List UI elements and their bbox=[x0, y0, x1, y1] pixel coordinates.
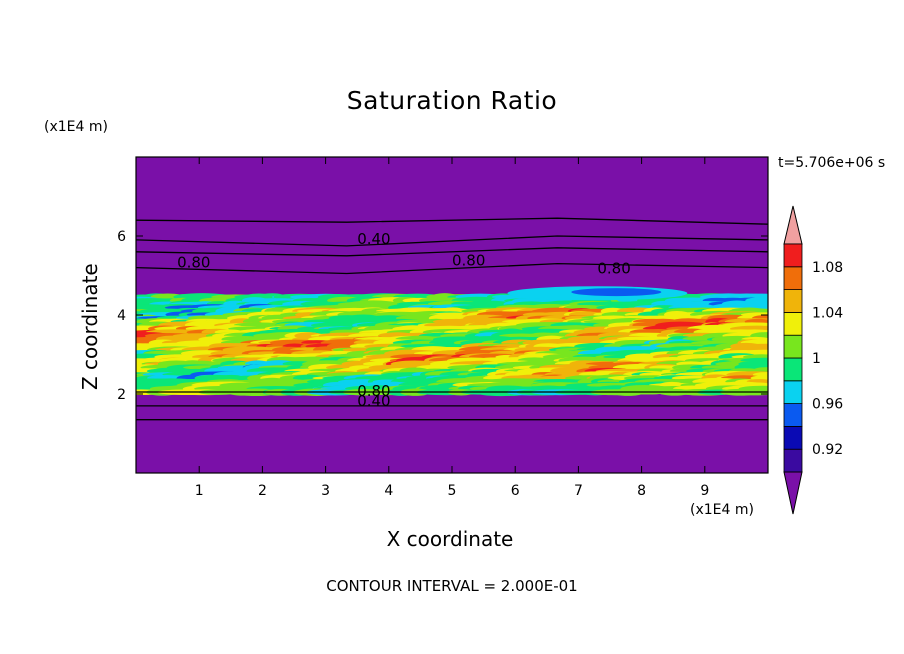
y-tick-label: 2 bbox=[117, 387, 126, 403]
x-unit-label: (x1E4 m) bbox=[690, 502, 754, 518]
colorbar-bin bbox=[783, 243, 803, 268]
colorbar-bin bbox=[783, 425, 803, 450]
colorbar-bin bbox=[783, 448, 803, 473]
x-tick-label: 4 bbox=[384, 483, 393, 499]
x-tick-label: 3 bbox=[321, 483, 330, 499]
contour-interval-note: CONTOUR INTERVAL = 2.000E-01 bbox=[326, 577, 578, 595]
colorbar-under-triangle bbox=[783, 471, 803, 515]
colorbar-tick-label: 1 bbox=[812, 351, 821, 367]
x-tick-label: 1 bbox=[195, 483, 204, 499]
colorbar-bin bbox=[783, 289, 803, 313]
contour-label: 0.40 bbox=[357, 230, 390, 248]
y-tick-label: 4 bbox=[117, 308, 126, 324]
colorbar: 0.92 0.96 1 1.04 1.08 bbox=[783, 205, 843, 515]
colorbar-bin bbox=[783, 357, 803, 382]
field-layer bbox=[136, 286, 768, 397]
colorbar-bin bbox=[783, 311, 803, 336]
colorbar-tick-label: 0.96 bbox=[812, 397, 843, 413]
y-unit-label: (x1E4 m) bbox=[44, 119, 108, 135]
contour-label: 0.80 bbox=[452, 252, 485, 270]
x-tick-label: 7 bbox=[574, 483, 583, 499]
contour-line bbox=[136, 217, 768, 225]
contour-label: 0.80 bbox=[597, 260, 630, 278]
contour-label: 0.80 bbox=[177, 254, 210, 272]
x-tick-label: 6 bbox=[511, 483, 520, 499]
colorbar-over-triangle bbox=[783, 205, 803, 245]
colorbar-bin bbox=[783, 403, 803, 427]
x-tick-label: 9 bbox=[700, 483, 709, 499]
contour-layer bbox=[136, 217, 768, 421]
contour-label: 0.80 bbox=[357, 382, 390, 400]
contour-line bbox=[136, 235, 768, 247]
time-label: t=5.706e+06 s bbox=[778, 155, 886, 171]
x-tick-label: 8 bbox=[637, 483, 646, 499]
chart-title: Saturation Ratio bbox=[346, 86, 558, 115]
colorbar-tick-label: 1.04 bbox=[812, 305, 843, 321]
colorbar-bin bbox=[783, 334, 803, 359]
x-tick-label: 2 bbox=[258, 483, 267, 499]
colorbar-bin bbox=[783, 266, 803, 290]
contour-line bbox=[136, 247, 768, 257]
y-tick-label: 6 bbox=[117, 229, 126, 245]
colorbar-tick-label: 0.92 bbox=[812, 442, 843, 458]
colorbar-bin bbox=[783, 380, 803, 404]
colorbar-tick-label: 1.08 bbox=[812, 260, 843, 276]
x-axis-label: X coordinate bbox=[386, 527, 514, 551]
x-tick-label: 5 bbox=[448, 483, 457, 499]
contour-label: 0.40 bbox=[357, 392, 390, 410]
field-patch bbox=[571, 288, 662, 297]
contour-line bbox=[136, 262, 768, 275]
